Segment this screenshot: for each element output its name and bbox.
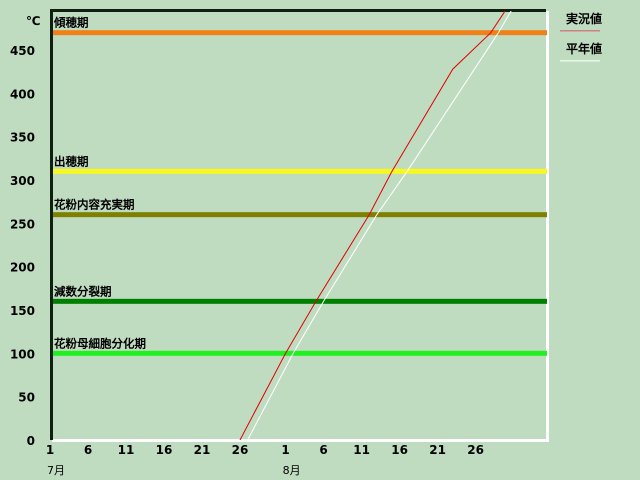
x-tick-label: 21: [429, 443, 446, 457]
x-tick-label: 16: [391, 443, 408, 457]
threshold-label: 花粉内容充実期: [54, 198, 135, 212]
legend-swatch: [560, 30, 600, 32]
legend-label: 平年値: [566, 41, 602, 56]
y-tick-label: 100: [10, 347, 35, 361]
y-tick-label: 200: [10, 261, 35, 275]
plot-frame-shadow-right: [546, 11, 549, 442]
y-tick-label: 450: [10, 44, 35, 58]
threshold-label: 花粉母細胞分化期: [54, 336, 146, 350]
plot-frame-top: [50, 9, 546, 12]
series-line-actual: [239, 11, 506, 440]
y-axis-unit: ℃: [26, 14, 41, 28]
x-tick-label: 11: [118, 443, 135, 457]
x-tick-label: 26: [232, 443, 249, 457]
y-tick-label: 300: [10, 174, 35, 188]
x-tick-label: 1: [281, 443, 289, 457]
threshold-line: [53, 212, 547, 218]
x-tick-label: 11: [353, 443, 370, 457]
y-tick-label: 400: [10, 87, 35, 101]
x-tick-label: 16: [156, 443, 173, 457]
legend-label: 実況値: [566, 11, 602, 26]
month-label: 7月: [47, 464, 65, 477]
y-tick-label: 250: [10, 217, 35, 231]
x-tick-label: 1: [46, 443, 54, 457]
threshold-label: 減数分裂期: [54, 284, 112, 298]
x-tick-label: 21: [194, 443, 211, 457]
y-tick-label: 0: [27, 434, 35, 448]
threshold-line: [53, 30, 547, 36]
legend-swatch: [560, 60, 600, 62]
x-tick-label: 6: [84, 443, 92, 457]
y-axis: 0 50 100 150 200 250 300 350 400 450: [10, 44, 35, 448]
threshold-line: [53, 350, 547, 356]
threshold-label: 出穂期: [54, 154, 89, 168]
series-lines: [239, 11, 512, 440]
month-label: 8月: [283, 464, 301, 477]
plot-frame-shadow-bottom: [52, 439, 549, 442]
plot-frame-left: [50, 9, 53, 440]
y-tick-label: 150: [10, 304, 35, 318]
series-line-normal: [247, 11, 512, 440]
x-tick-label: 6: [319, 443, 327, 457]
threshold-label: 傾穂期: [53, 16, 89, 30]
x-tick-label: 26: [467, 443, 484, 457]
y-tick-label: 350: [10, 131, 35, 145]
threshold-line: [53, 298, 547, 304]
threshold-line: [53, 168, 547, 174]
y-tick-label: 50: [18, 391, 35, 405]
